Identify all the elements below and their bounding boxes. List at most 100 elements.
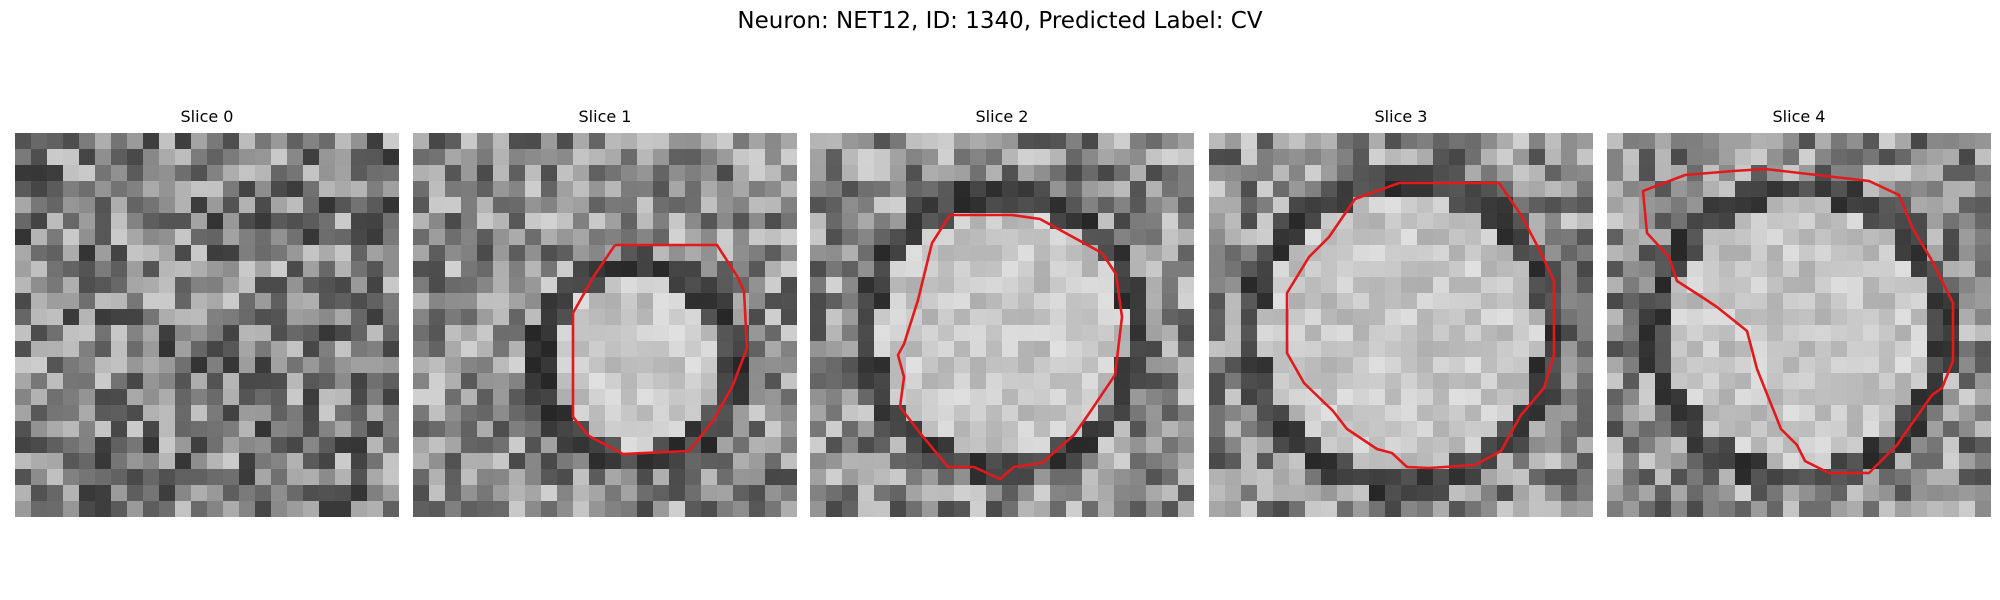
pixel-cell bbox=[621, 309, 638, 326]
pixel-cell bbox=[1975, 453, 1991, 470]
pixel-cell bbox=[589, 277, 606, 294]
pixel-cell bbox=[1671, 245, 1688, 262]
pixel-cell bbox=[605, 229, 622, 246]
pixel-cell bbox=[1321, 437, 1338, 454]
pixel-cell bbox=[1719, 389, 1736, 406]
pixel-cell bbox=[319, 229, 336, 246]
pixel-cell bbox=[1545, 229, 1562, 246]
pixel-cell bbox=[1943, 213, 1960, 230]
pixel-cell bbox=[207, 501, 224, 517]
pixel-cell bbox=[938, 437, 955, 454]
pixel-cell bbox=[1831, 309, 1848, 326]
pixel-cell bbox=[191, 277, 208, 294]
pixel-cell bbox=[1241, 485, 1258, 502]
pixel-cell bbox=[1623, 213, 1640, 230]
pixel-cell bbox=[1098, 213, 1115, 230]
pixel-cell bbox=[826, 469, 843, 486]
pixel-cell bbox=[1735, 453, 1752, 470]
pixel-cell bbox=[335, 421, 352, 438]
pixel-cell bbox=[143, 133, 160, 150]
pixel-cell bbox=[367, 261, 384, 278]
pixel-cell bbox=[621, 405, 638, 422]
pixel-cell bbox=[175, 341, 192, 358]
pixel-cell bbox=[1034, 405, 1051, 422]
pixel-cell bbox=[669, 341, 686, 358]
pixel-cell bbox=[1321, 421, 1338, 438]
pixel-cell bbox=[351, 229, 368, 246]
pixel-cell bbox=[685, 181, 702, 198]
pixel-cell bbox=[1114, 469, 1131, 486]
pixel-cell bbox=[95, 437, 112, 454]
pixel-cell bbox=[1034, 181, 1051, 198]
pixel-cell bbox=[637, 197, 654, 214]
pixel-cell bbox=[1975, 309, 1991, 326]
pixel-cell bbox=[1401, 197, 1418, 214]
pixel-cell bbox=[413, 309, 430, 326]
pixel-cell bbox=[810, 405, 827, 422]
pixel-cell bbox=[541, 213, 558, 230]
pixel-cell bbox=[1735, 389, 1752, 406]
pixel-cell bbox=[826, 213, 843, 230]
pixel-cell bbox=[906, 357, 923, 374]
pixel-cell bbox=[509, 229, 526, 246]
pixel-cell bbox=[319, 485, 336, 502]
pixel-cell bbox=[1002, 325, 1019, 342]
pixel-cell bbox=[79, 469, 96, 486]
pixel-cell bbox=[589, 309, 606, 326]
pixel-cell bbox=[605, 389, 622, 406]
pixel-cell bbox=[1130, 261, 1147, 278]
pixel-cell bbox=[1655, 405, 1672, 422]
pixel-cell bbox=[207, 181, 224, 198]
pixel-cell bbox=[127, 501, 144, 517]
pixel-cell bbox=[669, 213, 686, 230]
pixel-cell bbox=[1577, 405, 1593, 422]
pixel-cell bbox=[685, 309, 702, 326]
pixel-cell bbox=[733, 389, 750, 406]
pixel-cell bbox=[445, 373, 462, 390]
pixel-cell bbox=[906, 341, 923, 358]
pixel-cell bbox=[1767, 309, 1784, 326]
pixel-cell bbox=[1879, 373, 1896, 390]
pixel-cell bbox=[1497, 261, 1514, 278]
pixel-cell bbox=[826, 501, 843, 517]
pixel-cell bbox=[541, 293, 558, 310]
pixel-cell bbox=[1082, 437, 1099, 454]
pixel-cell bbox=[1529, 293, 1546, 310]
pixel-cell bbox=[637, 325, 654, 342]
pixel-cell bbox=[653, 245, 670, 262]
pixel-cell bbox=[1481, 213, 1498, 230]
pixel-cell bbox=[1465, 389, 1482, 406]
pixel-cell bbox=[367, 341, 384, 358]
pixel-cell bbox=[1687, 213, 1704, 230]
pixel-cell bbox=[1639, 149, 1656, 166]
pixel-cell bbox=[335, 341, 352, 358]
pixel-cell bbox=[127, 133, 144, 150]
pixel-cell bbox=[1066, 277, 1083, 294]
pixel-cell bbox=[1831, 405, 1848, 422]
pixel-cell bbox=[1639, 373, 1656, 390]
pixel-cell bbox=[1465, 165, 1482, 182]
pixel-cell bbox=[541, 469, 558, 486]
pixel-cell bbox=[1417, 277, 1434, 294]
pixel-cell bbox=[1751, 501, 1768, 517]
pixel-cell bbox=[1050, 261, 1067, 278]
pixel-cell bbox=[351, 437, 368, 454]
pixel-cell bbox=[239, 341, 256, 358]
pixel-cell bbox=[1751, 485, 1768, 502]
pixel-cell bbox=[954, 469, 971, 486]
pixel-cell bbox=[1305, 341, 1322, 358]
pixel-cell bbox=[717, 501, 734, 517]
pixel-cell bbox=[1385, 309, 1402, 326]
pixel-cell bbox=[1639, 453, 1656, 470]
pixel-cell bbox=[1879, 421, 1896, 438]
pixel-cell bbox=[717, 181, 734, 198]
pixel-cell bbox=[1847, 389, 1864, 406]
pixel-cell bbox=[1018, 261, 1035, 278]
pixel-cell bbox=[954, 437, 971, 454]
pixel-cell bbox=[1162, 501, 1179, 517]
pixel-cell bbox=[573, 197, 590, 214]
pixel-cell bbox=[1911, 357, 1928, 374]
pixel-cell bbox=[1623, 245, 1640, 262]
pixel-cell bbox=[621, 293, 638, 310]
pixel-cell bbox=[15, 245, 32, 262]
